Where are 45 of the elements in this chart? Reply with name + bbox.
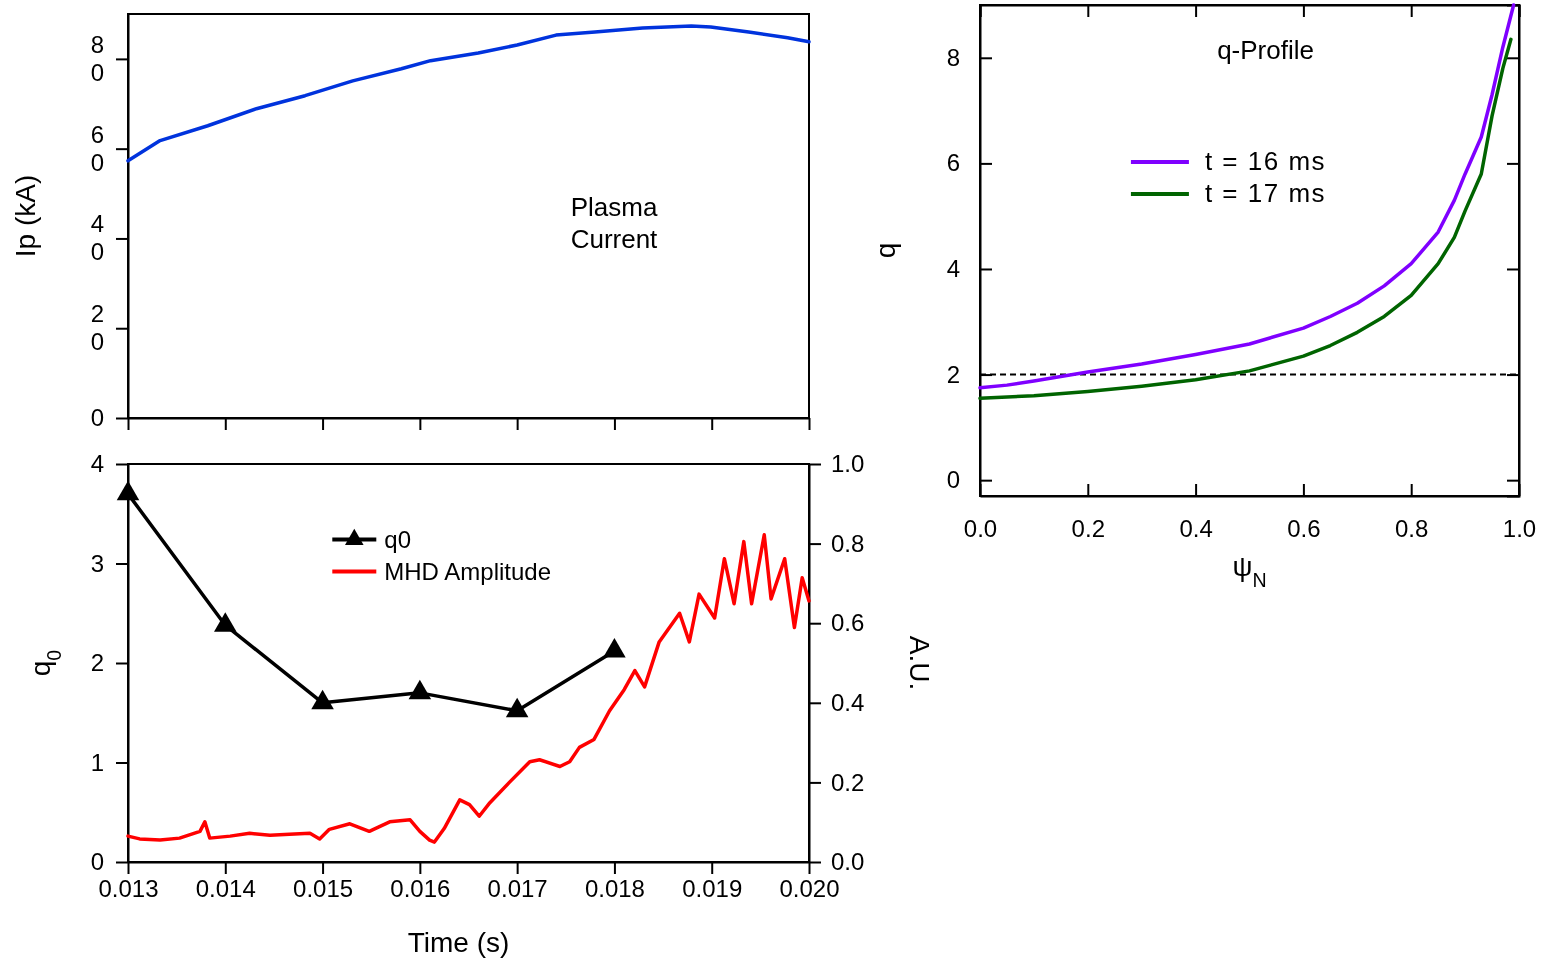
x-tick-label: 0.014	[195, 875, 256, 903]
y2-axis-title: A.U.	[904, 635, 935, 691]
x-tick-label: 0.018	[584, 875, 645, 903]
x-tick-label: 0.2	[1071, 515, 1105, 543]
legend-label: t = 16 ms	[1204, 146, 1327, 177]
x-tick-label: 0.8	[1395, 515, 1429, 543]
x-axis-title: Time (s)	[407, 927, 510, 958]
y-tick-label: 3	[90, 549, 104, 577]
y2-tick-label: 0.0	[831, 848, 865, 876]
y-tick-label: 4	[90, 450, 104, 477]
legend-label: MHD Amplitude	[384, 557, 552, 585]
y2-tick-label: 1.0	[831, 450, 865, 478]
x-tick-label: 0.019	[682, 875, 743, 903]
y-tick-label: 4	[946, 254, 960, 282]
y-axis-title: q	[870, 242, 901, 259]
y-tick-label: 2	[946, 360, 960, 388]
x-tick-label: 0.4	[1179, 515, 1213, 543]
x-tick-label: 0.013	[98, 875, 159, 903]
x-tick-label: 0.6	[1287, 515, 1321, 543]
y-tick-label: 6	[946, 149, 960, 177]
y-tick-label: 2	[90, 649, 104, 676]
x-tick-label: 0.0	[963, 515, 998, 543]
y-tick-label: 2 0	[90, 300, 104, 356]
x-tick-label: 0.020	[779, 875, 840, 903]
x-tick-label: 0.015	[293, 875, 354, 903]
annotation: Plasma Current	[570, 192, 659, 254]
y2-tick-label: 0.6	[831, 609, 865, 637]
x-axis-title: ψ$_{N}$	[1232, 551, 1267, 591]
x-tick-label: 0.016	[390, 875, 451, 903]
y-tick-label: 8	[946, 43, 960, 71]
legend-label: t = 17 ms	[1204, 178, 1327, 209]
y-tick-label: 0	[90, 404, 104, 431]
y-tick-label: 4 0	[90, 210, 104, 266]
legend-label: q0	[384, 525, 411, 553]
x-tick-label: 0.017	[487, 875, 548, 903]
y-tick-label: 8 0	[90, 30, 104, 86]
y-tick-label: 0	[946, 466, 960, 494]
y-tick-label: 6 0	[90, 120, 104, 176]
annotation: q-Profile	[1217, 35, 1314, 66]
y-tick-label: 1	[90, 748, 104, 776]
y2-tick-label: 0.2	[831, 768, 865, 796]
y2-tick-label: 0.4	[831, 688, 865, 716]
y-axis-title: Ip (kA)	[10, 174, 41, 258]
x-tick-label: 1.0	[1502, 515, 1537, 543]
y-tick-label: 0	[90, 848, 104, 875]
